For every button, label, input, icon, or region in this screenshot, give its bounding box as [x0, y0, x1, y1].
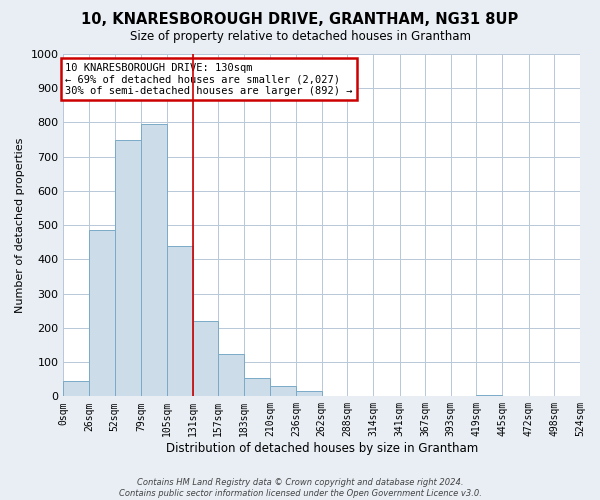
Bar — [271, 386, 296, 396]
Bar — [296, 391, 322, 396]
Bar — [167, 246, 193, 396]
X-axis label: Distribution of detached houses by size in Grantham: Distribution of detached houses by size … — [166, 442, 478, 455]
Bar — [476, 394, 502, 396]
Text: 10, KNARESBOROUGH DRIVE, GRANTHAM, NG31 8UP: 10, KNARESBOROUGH DRIVE, GRANTHAM, NG31 … — [82, 12, 518, 28]
Bar — [64, 381, 89, 396]
Y-axis label: Number of detached properties: Number of detached properties — [15, 138, 25, 313]
Bar — [218, 354, 244, 397]
Bar — [244, 378, 271, 396]
Bar — [141, 124, 167, 396]
Text: 10 KNARESBOROUGH DRIVE: 130sqm
← 69% of detached houses are smaller (2,027)
30% : 10 KNARESBOROUGH DRIVE: 130sqm ← 69% of … — [65, 62, 353, 96]
Bar — [115, 140, 141, 396]
Bar — [89, 230, 115, 396]
Bar — [193, 321, 218, 396]
Text: Contains HM Land Registry data © Crown copyright and database right 2024.
Contai: Contains HM Land Registry data © Crown c… — [119, 478, 481, 498]
Text: Size of property relative to detached houses in Grantham: Size of property relative to detached ho… — [130, 30, 470, 43]
